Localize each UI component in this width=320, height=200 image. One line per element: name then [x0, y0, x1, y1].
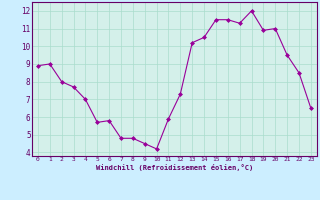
X-axis label: Windchill (Refroidissement éolien,°C): Windchill (Refroidissement éolien,°C) — [96, 164, 253, 171]
